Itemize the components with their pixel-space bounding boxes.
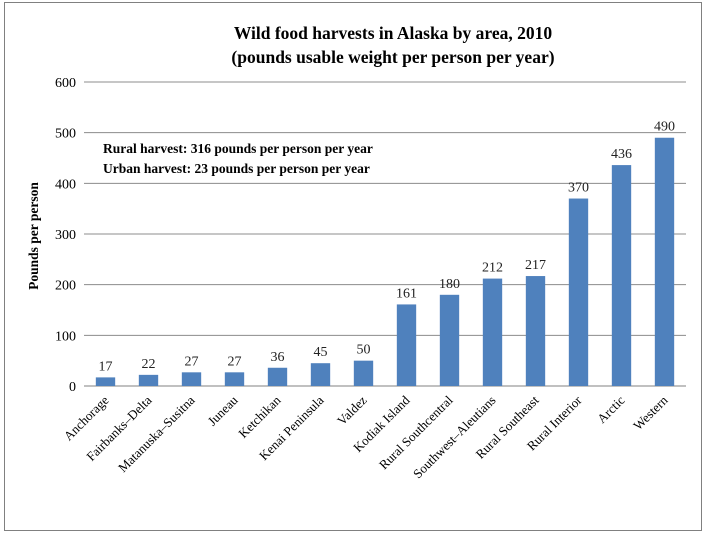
bar (482, 278, 503, 386)
x-tick-label: Rural Southcentral (376, 392, 456, 472)
chart-title-line-2: (pounds usable weight per person per yea… (231, 47, 554, 67)
y-tick-label: 400 (55, 177, 76, 192)
bar (95, 377, 116, 386)
bar (654, 137, 675, 386)
data-label: 490 (654, 120, 675, 135)
bar (568, 198, 589, 386)
annotation-rural: Rural harvest: 316 pounds per person per… (103, 141, 373, 156)
annotation-urban: Urban harvest: 23 pounds per person per … (103, 161, 370, 176)
bar (267, 367, 288, 386)
y-tick-label: 200 (55, 279, 76, 294)
bar (439, 294, 460, 386)
x-tick-label: Western (630, 392, 671, 433)
bar (353, 360, 374, 386)
bar (611, 165, 632, 386)
bar (181, 372, 202, 386)
data-label: 161 (396, 286, 417, 301)
data-label: 180 (439, 277, 460, 292)
data-labels: 17 22 27 27 36 45 50 161 180 212 217 370 436 490 (99, 120, 676, 375)
data-label: 27 (185, 354, 199, 369)
y-tick-label: 300 (55, 228, 76, 243)
data-label: 217 (525, 258, 546, 273)
x-tick-label: Arctic (594, 392, 628, 426)
bar (525, 276, 546, 386)
bar (224, 372, 245, 386)
data-label: 370 (568, 181, 589, 196)
y-tick-label: 600 (55, 76, 76, 91)
data-label: 22 (142, 357, 156, 372)
chart-title-line-1: Wild food harvests in Alaska by area, 20… (234, 23, 553, 43)
data-label: 50 (357, 343, 371, 358)
bar (138, 374, 159, 386)
y-axis-label: Pounds per person (26, 182, 41, 290)
bar (396, 304, 417, 386)
data-label: 27 (228, 354, 242, 369)
y-tick-label: 100 (55, 329, 76, 344)
data-label: 212 (482, 261, 503, 276)
data-label: 36 (271, 350, 285, 365)
data-label: 436 (611, 147, 632, 162)
x-tick-label: Juneau (204, 392, 240, 428)
bar (310, 363, 331, 386)
x-tick-label: Valdez (334, 392, 370, 428)
x-axis-categories: AnchorageFairbanks–DeltaMatanuska–Susitn… (61, 392, 671, 481)
x-tick-label: Matanuska–Susitna (115, 392, 198, 475)
data-label: 17 (99, 359, 113, 374)
y-tick-label: 0 (69, 380, 76, 395)
y-tick-label: 500 (55, 127, 76, 142)
y-axis-ticks: 0 100 200 300 400 500 600 (55, 76, 76, 395)
bars (95, 137, 675, 386)
gridlines (84, 81, 686, 336)
data-label: 45 (314, 345, 328, 360)
